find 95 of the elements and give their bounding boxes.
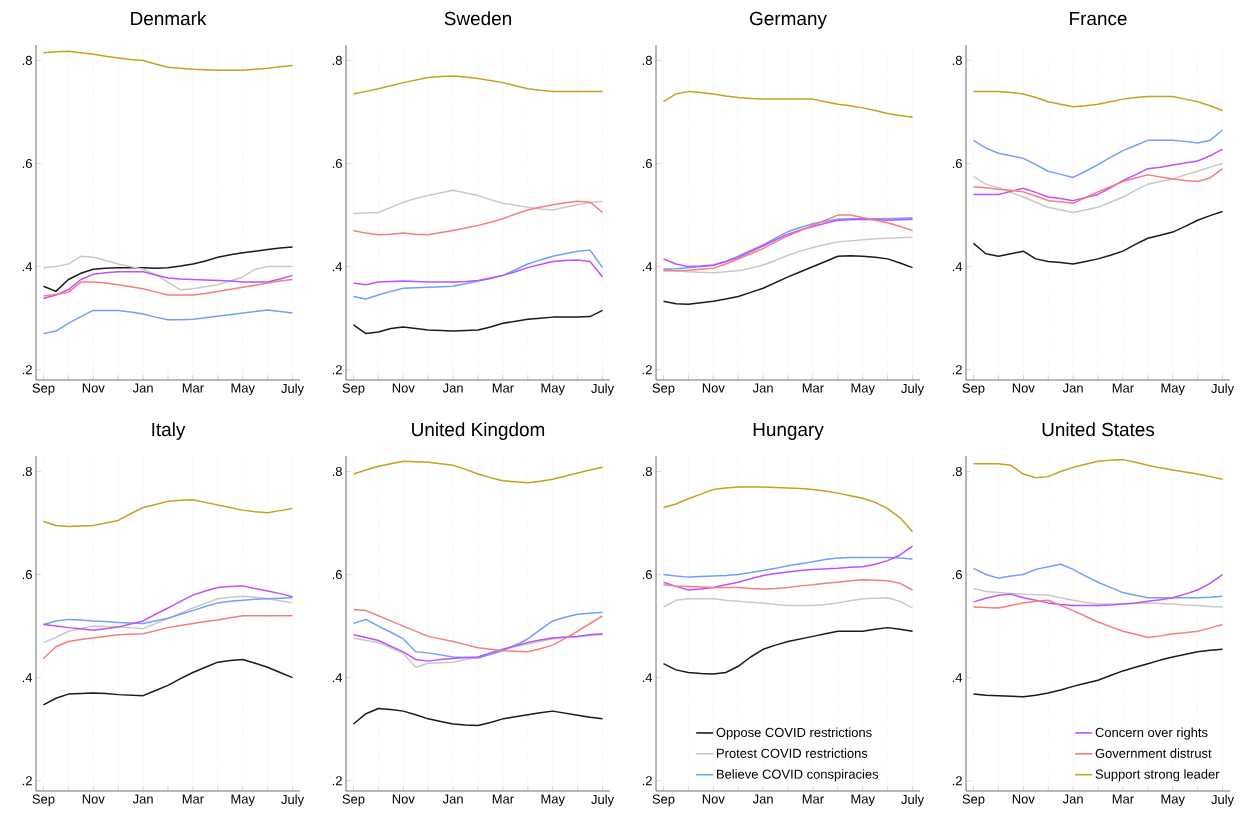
x-tick-label: Sep xyxy=(342,383,365,396)
legend-label: Oppose COVID restrictions xyxy=(716,727,872,740)
x-tick-label: May xyxy=(1161,794,1185,807)
x-tick-label: Nov xyxy=(392,794,415,804)
y-tick-label: .4 xyxy=(332,673,343,683)
x-tick-label: Sep xyxy=(962,794,985,807)
x-tick-label: Nov xyxy=(82,794,105,804)
x-tick-label: Jan xyxy=(752,794,773,804)
y-tick-label: .8 xyxy=(952,466,962,477)
x-tick-label: Sep xyxy=(32,383,55,396)
x-tick-label: Mar xyxy=(802,794,824,804)
x-tick-label: Mar xyxy=(182,383,204,393)
y-tick-label: .6 xyxy=(332,569,342,580)
chart-title: Hungary xyxy=(753,423,824,440)
y-tick-label: .4 xyxy=(952,673,963,683)
x-tick-label: Nov xyxy=(702,383,725,393)
x-tick-label: Sep xyxy=(342,794,365,807)
x-tick-label: July xyxy=(591,383,615,396)
y-tick-label: .6 xyxy=(952,158,962,169)
y-tick-label: .6 xyxy=(22,569,32,580)
x-tick-label: Mar xyxy=(802,383,824,393)
legend-label: Government distrust xyxy=(1095,748,1212,758)
y-tick-label: .2 xyxy=(332,776,342,786)
y-tick-label: .2 xyxy=(22,776,32,786)
y-tick-label: .2 xyxy=(642,365,652,375)
chart-title: United Kingdom xyxy=(412,422,545,440)
x-tick-label: Jan xyxy=(752,383,773,393)
x-tick-label: Nov xyxy=(392,383,415,393)
x-tick-label: Jan xyxy=(1062,383,1083,393)
x-tick-label: Nov xyxy=(82,383,105,393)
y-tick-label: .4 xyxy=(332,262,343,272)
x-tick-label: July xyxy=(901,383,925,396)
x-tick-label: Sep xyxy=(652,794,675,807)
y-tick-label: .6 xyxy=(332,158,342,169)
x-tick-label: Mar xyxy=(182,794,204,804)
x-tick-label: Jan xyxy=(442,794,463,804)
x-tick-label: Nov xyxy=(702,794,725,804)
x-tick-label: July xyxy=(1211,794,1235,807)
y-tick-label: .8 xyxy=(642,55,652,66)
legend-label: Believe COVID conspiracies xyxy=(717,769,879,782)
y-tick-label: .8 xyxy=(22,55,32,66)
x-tick-label: July xyxy=(901,794,925,807)
x-tick-label: May xyxy=(1161,383,1185,396)
y-tick-label: .8 xyxy=(332,55,342,66)
x-tick-label: July xyxy=(591,794,615,807)
y-tick-label: .8 xyxy=(332,466,342,477)
y-tick-label: .4 xyxy=(642,262,653,272)
y-tick-label: .8 xyxy=(642,466,652,477)
x-tick-label: Mar xyxy=(1112,383,1134,393)
x-tick-label: Sep xyxy=(962,383,985,396)
y-tick-label: .4 xyxy=(952,262,963,272)
y-tick-label: .4 xyxy=(642,673,653,683)
y-tick-label: .2 xyxy=(332,365,342,375)
y-tick-label: .6 xyxy=(22,158,32,169)
y-tick-label: .6 xyxy=(642,569,652,580)
y-tick-label: .8 xyxy=(952,55,962,66)
chart-title: Sweden xyxy=(444,11,511,26)
x-tick-label: Sep xyxy=(652,383,675,396)
line-series xyxy=(972,210,1224,265)
x-tick-label: Mar xyxy=(1112,794,1134,804)
x-tick-label: Nov xyxy=(1012,383,1035,393)
y-tick-label: .2 xyxy=(952,776,962,786)
x-tick-label: May xyxy=(231,794,255,807)
legend-label: Support strong leader xyxy=(1095,769,1220,782)
y-tick-label: .4 xyxy=(22,262,33,272)
x-tick-label: Mar xyxy=(492,794,514,804)
x-tick-label: Jan xyxy=(442,383,463,393)
chart-title: United States xyxy=(1042,422,1155,437)
x-tick-label: May xyxy=(231,383,255,396)
chart-title: Italy xyxy=(152,422,186,440)
x-tick-label: May xyxy=(851,794,875,807)
y-tick-label: .2 xyxy=(22,365,32,375)
x-tick-label: Nov xyxy=(1012,794,1035,804)
y-tick-label: .4 xyxy=(22,673,33,683)
x-tick-label: July xyxy=(281,794,305,807)
x-tick-label: Jan xyxy=(132,383,153,393)
y-tick-label: .2 xyxy=(642,776,652,786)
chart-title: Denmark xyxy=(131,11,207,26)
x-tick-label: Sep xyxy=(32,794,55,807)
x-tick-label: July xyxy=(281,383,305,396)
x-tick-label: July xyxy=(1211,383,1235,396)
y-tick-label: .2 xyxy=(952,365,962,375)
y-tick-label: .8 xyxy=(22,466,32,477)
y-tick-label: .6 xyxy=(952,569,962,580)
chart-title: Germany xyxy=(750,11,827,29)
y-tick-label: .6 xyxy=(642,158,652,169)
x-tick-label: Jan xyxy=(1062,794,1083,804)
legend-label: Protest COVID restrictions xyxy=(717,748,868,758)
x-tick-label: May xyxy=(851,383,875,396)
x-tick-label: Jan xyxy=(132,794,153,804)
chart-title: France xyxy=(1070,12,1127,26)
x-tick-label: May xyxy=(541,794,565,807)
x-tick-label: May xyxy=(541,383,565,396)
legend-label: Concern over rights xyxy=(1095,727,1208,740)
x-tick-label: Mar xyxy=(492,383,514,393)
